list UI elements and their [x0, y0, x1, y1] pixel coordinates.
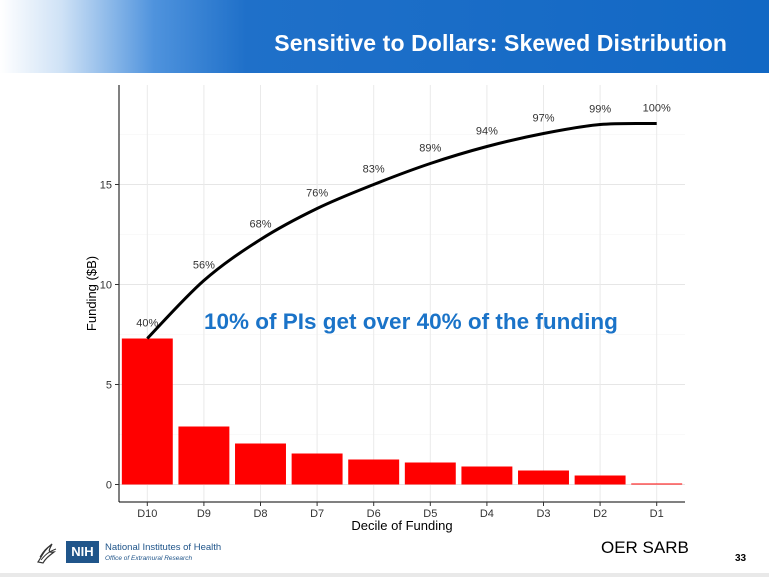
- percent-label: 100%: [643, 103, 671, 115]
- y-tick-label: 5: [106, 380, 112, 392]
- bar-d1: [631, 483, 683, 485]
- bar-d3: [518, 470, 569, 485]
- bar-d8: [235, 443, 286, 485]
- labels: 40% 56% 68% 76% 83% 89% 94% 97% 99% 100% 0 5 10 15 D10…: [84, 103, 671, 534]
- x-tick-label: D8: [253, 508, 267, 520]
- x-tick-label: D10: [137, 508, 157, 520]
- y-tick-label: 15: [100, 180, 112, 192]
- x-tick-label: D5: [423, 508, 437, 520]
- slide-title: Sensitive to Dollars: Skewed Distributio…: [274, 30, 727, 56]
- bar-d7: [291, 453, 343, 485]
- percent-label: 97%: [532, 113, 554, 125]
- x-tick-label: D3: [536, 508, 550, 520]
- cumulative-line-group: [146, 121, 657, 340]
- y-tick-label: 10: [100, 280, 112, 292]
- footer-label: OER SARB: [601, 538, 689, 557]
- x-tick-label: D4: [480, 508, 494, 520]
- bottom-divider: [0, 573, 769, 577]
- y-tick-label: 0: [106, 480, 112, 492]
- percent-label: 89%: [419, 143, 441, 155]
- percent-label: 94%: [476, 126, 498, 138]
- bar-d10: [121, 338, 173, 485]
- x-tick-label: D1: [650, 508, 664, 520]
- bar-d5: [404, 462, 456, 485]
- percent-label: 68%: [249, 219, 271, 231]
- percent-label: 99%: [589, 104, 611, 116]
- percent-label: 83%: [363, 164, 385, 176]
- title-banner: Sensitive to Dollars: Skewed Distributio…: [0, 0, 769, 73]
- percent-label: 76%: [306, 188, 328, 200]
- x-tick-label: D6: [367, 508, 381, 520]
- x-tick-label: D7: [310, 508, 324, 520]
- bars: [121, 338, 683, 485]
- bar-d6: [348, 459, 400, 485]
- page-number: 33: [735, 553, 747, 564]
- chart-annotation: 10% of PIs get over 40% of the funding: [204, 309, 618, 334]
- y-axis-title: Funding ($B): [84, 256, 99, 331]
- nih-name: National Institutes of Health: [105, 542, 222, 553]
- nih-badge: NIH: [66, 541, 99, 563]
- nih-logo: NIH National Institutes of Health Office…: [32, 538, 232, 568]
- axes: [115, 85, 685, 506]
- hhs-eagle-icon: [37, 543, 57, 564]
- x-tick-label: D9: [197, 508, 211, 520]
- percent-label: 40%: [136, 318, 158, 330]
- x-axis-title: Decile of Funding: [351, 518, 452, 533]
- bar-d2: [574, 475, 626, 485]
- bar-d9: [178, 426, 230, 485]
- bar-d4: [461, 466, 513, 485]
- x-tick-label: D2: [593, 508, 607, 520]
- percent-label: 56%: [193, 260, 215, 272]
- nih-office: Office of Extramural Research: [105, 555, 193, 562]
- cumulative-line: [146, 121, 657, 340]
